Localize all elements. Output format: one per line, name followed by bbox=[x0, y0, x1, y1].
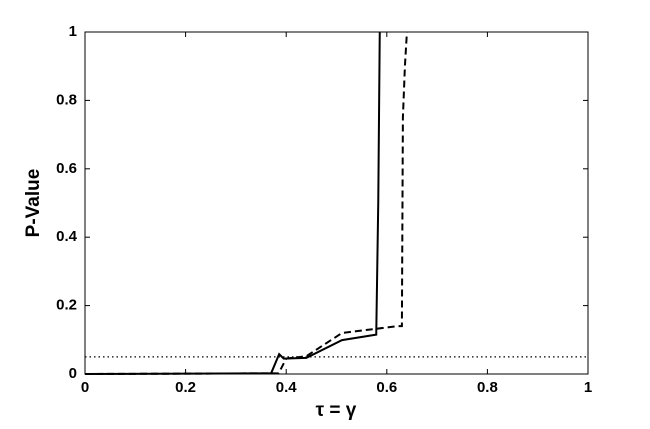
x-tick-label: 1 bbox=[584, 379, 592, 396]
x-tick-label: 0.6 bbox=[376, 379, 397, 396]
series-line bbox=[84, 31, 408, 375]
y-tick-label: 0.4 bbox=[56, 228, 78, 245]
x-tick-label: 0.2 bbox=[175, 379, 196, 396]
x-axis-label: τ = γ bbox=[316, 400, 357, 421]
y-tick-label: 0 bbox=[69, 365, 77, 382]
x-tick-label: 0 bbox=[81, 379, 89, 396]
y-tick-label: 0.2 bbox=[56, 297, 77, 314]
x-tick-label: 0.8 bbox=[477, 379, 498, 396]
y-axis-label: P-Value bbox=[23, 169, 44, 238]
x-tick-label: 0.4 bbox=[276, 379, 298, 396]
y-tick-label: 1 bbox=[69, 23, 77, 40]
y-tick-label: 0.6 bbox=[56, 160, 77, 177]
series-line bbox=[84, 31, 381, 375]
axes-box bbox=[84, 31, 589, 375]
y-tick-label: 0.8 bbox=[56, 91, 77, 108]
